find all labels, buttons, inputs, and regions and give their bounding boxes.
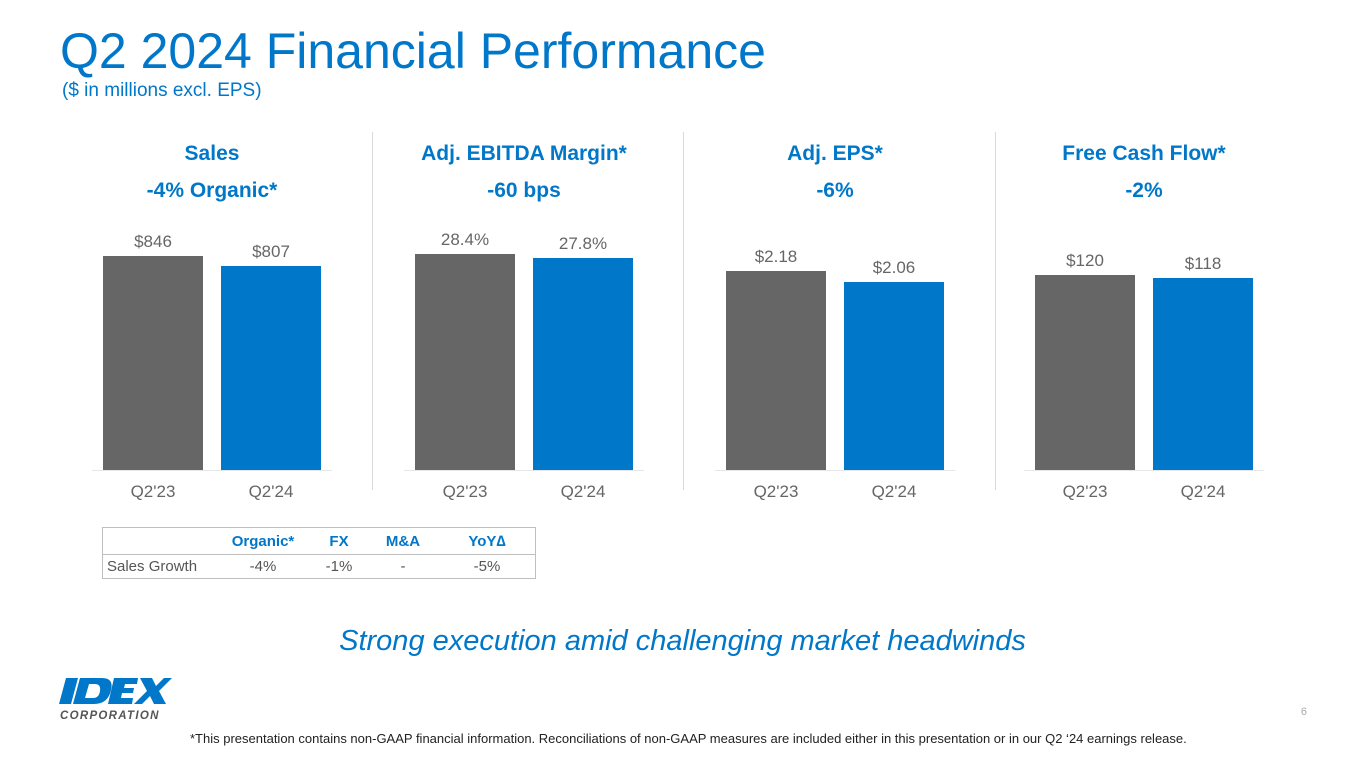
x-tick-label: Q2'24	[248, 482, 294, 501]
chart-change: -60 bps	[487, 179, 561, 202]
data-label: $807	[252, 242, 290, 262]
data-label: $2.06	[872, 257, 916, 277]
chart-title: Adj. EBITDA Margin*	[421, 142, 627, 165]
bar-Q223	[726, 271, 826, 470]
table-header: M&A	[385, 532, 421, 550]
divider	[683, 132, 684, 490]
table-header: YoY∆	[468, 532, 506, 550]
table-cell: Sales Growth	[107, 558, 198, 575]
chart-change: -2%	[1125, 179, 1163, 202]
sales-growth-table: Organic* FX M&A YoY∆ Sales Growth -4% -1…	[102, 527, 536, 579]
idex-logo: CORPORATION	[58, 676, 176, 727]
table-cell: -4%	[249, 558, 277, 575]
data-label: 27.8%	[558, 234, 608, 254]
page-subtitle: ($ in millions excl. EPS)	[62, 80, 262, 101]
chart-title: Adj. EPS*	[787, 142, 883, 165]
data-label: 28.4%	[440, 229, 490, 249]
divider	[995, 132, 996, 490]
table-header: Organic*	[231, 532, 295, 550]
bar-Q223	[1035, 274, 1135, 470]
chart-title: Free Cash Flow*	[1062, 142, 1226, 165]
data-label: $2.18	[754, 247, 798, 267]
data-label: $120	[1066, 250, 1104, 270]
table-cell: -	[400, 558, 406, 575]
table-cell: -1%	[325, 558, 353, 575]
x-tick-label: Q2'23	[442, 482, 488, 501]
table-header-row: Organic* FX M&A YoY∆	[103, 528, 536, 555]
bar-Q224	[221, 266, 321, 470]
bar-Q223	[415, 253, 515, 470]
chart-change: -4% Organic*	[146, 179, 278, 202]
bar-Q224	[1153, 278, 1253, 470]
x-tick-label: Q2'24	[871, 482, 917, 501]
footnote: *This presentation contains non-GAAP fin…	[190, 731, 1187, 746]
page-title: Q2 2024 Financial Performance	[60, 23, 766, 79]
x-tick-label: Q2'23	[130, 482, 176, 501]
data-label: $846	[134, 232, 172, 252]
x-tick-label: Q2'24	[1180, 482, 1226, 501]
x-axis	[92, 470, 332, 471]
divider	[372, 132, 373, 490]
x-axis	[1024, 470, 1264, 471]
svg-text:CORPORATION: CORPORATION	[60, 710, 160, 722]
x-tick-label: Q2'23	[753, 482, 799, 501]
table-cell: -5%	[473, 558, 501, 575]
x-axis	[404, 470, 644, 471]
table-row: Sales Growth -4% -1% - -5%	[102, 554, 536, 579]
chart-title: Sales	[184, 142, 240, 165]
table-header: FX	[329, 532, 349, 550]
x-tick-label: Q2'23	[1062, 482, 1108, 501]
tagline: Strong execution amid challenging market…	[339, 625, 1026, 657]
table-header	[103, 528, 216, 555]
bar-Q223	[103, 256, 203, 470]
x-tick-label: Q2'24	[560, 482, 606, 501]
data-label: $118	[1184, 254, 1222, 274]
page-number: 6	[1300, 706, 1307, 718]
x-axis	[715, 470, 955, 471]
bar-Q224	[844, 281, 944, 470]
bar-Q224	[533, 258, 633, 470]
chart-change: -6%	[816, 179, 854, 202]
